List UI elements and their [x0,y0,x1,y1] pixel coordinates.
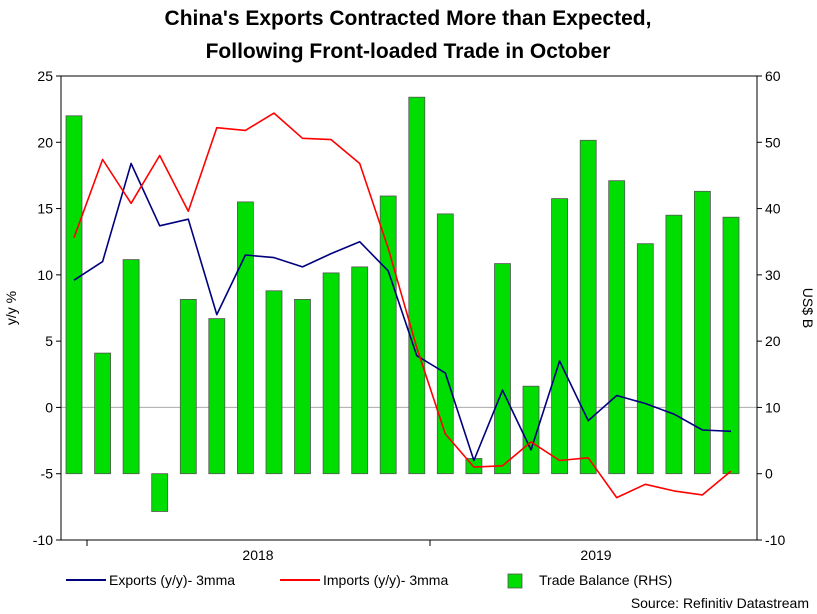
trade-balance-bar-Jul-19 [665,214,683,475]
chart-title-line-2: Following Front-loaded Trade in October [206,40,611,63]
trade-balance-bar-Oct-18 [408,96,426,475]
trade-balance-bar-May-19 [608,180,626,475]
trade-balance-bar-Feb-19 [522,385,540,475]
chart-title-line-1: China's Exports Contracted More than Exp… [165,7,652,30]
legend: Exports (y/y)- 3mma Imports (y/y)- 3mma … [66,572,672,589]
left-axis-ticks: 25 20 15 10 5 0 -5 -10 [33,68,61,548]
left-tick-label--10: -10 [33,532,53,548]
left-axis-label: y/y % [3,291,19,325]
trade-balance-bar-Feb-18 [179,298,197,475]
trade-balance-bar-Jun-19 [636,243,654,475]
legend-imports-label: Imports (y/y)- 3mma [323,572,448,588]
trade-balance-bar-Sep-19 [722,216,740,475]
right-tick-label-60: 60 [765,68,781,84]
left-tick-label-25: 25 [37,68,53,84]
left-tick-label-5: 5 [45,333,53,349]
exports-line [73,162,732,462]
trade-balance-bar-Jan-19 [494,263,511,475]
left-tick-label--5: -5 [41,466,54,482]
trade-balance-bar-Sep-18 [379,195,397,475]
x-label-2018: 2018 [242,547,273,563]
trade-balance-bar-Jan-18 [151,473,169,512]
trade-balance-bar-Nov-17 [94,352,111,475]
right-tick-label--10: -10 [765,532,785,548]
trade-balance-bar-Mar-19 [551,198,568,475]
legend-trade-balance-swatch [507,573,523,589]
right-tick-label-10: 10 [765,399,781,415]
trade-balance-bar-Oct-17 [65,115,83,475]
trade-balance-bar-May-18 [265,290,283,475]
right-tick-label-20: 20 [765,333,781,349]
left-tick-label-10: 10 [37,267,53,283]
trade-balance-bar-Jun-18 [294,298,311,475]
right-tick-label-40: 40 [765,201,781,217]
right-axis-ticks: 60 50 40 30 20 10 0 -10 [757,68,785,548]
trade-balance-bar-Apr-19 [579,139,597,475]
trade-balance-bar-Dec-17 [122,259,140,475]
trade-balance-bar-Nov-18 [436,213,454,475]
left-tick-label-20: 20 [37,134,53,150]
source-note: Source: Refinitiv Datastream [631,595,809,611]
legend-exports-label: Exports (y/y)- 3mma [109,572,235,588]
trade-balance-bar-Mar-18 [208,318,226,475]
line-series [73,112,732,499]
plot-frame [60,75,758,541]
right-tick-label-30: 30 [765,267,781,283]
legend-trade-balance-label: Trade Balance (RHS) [539,572,672,588]
trade-balance-bars [65,96,740,512]
imports-line [73,112,732,499]
trade-balance-bar-Aug-18 [351,266,369,475]
trade-balance-bar-Aug-19 [694,190,711,475]
left-tick-label-15: 15 [37,201,53,217]
right-tick-label-50: 50 [765,134,781,150]
x-label-2019: 2019 [580,547,611,563]
trade-balance-bar-Jul-18 [322,272,340,475]
right-axis-label: US$ B [800,288,816,328]
left-tick-label-0: 0 [45,399,53,415]
right-tick-label-0: 0 [765,466,773,482]
trade-balance-bar-Apr-18 [236,201,254,475]
